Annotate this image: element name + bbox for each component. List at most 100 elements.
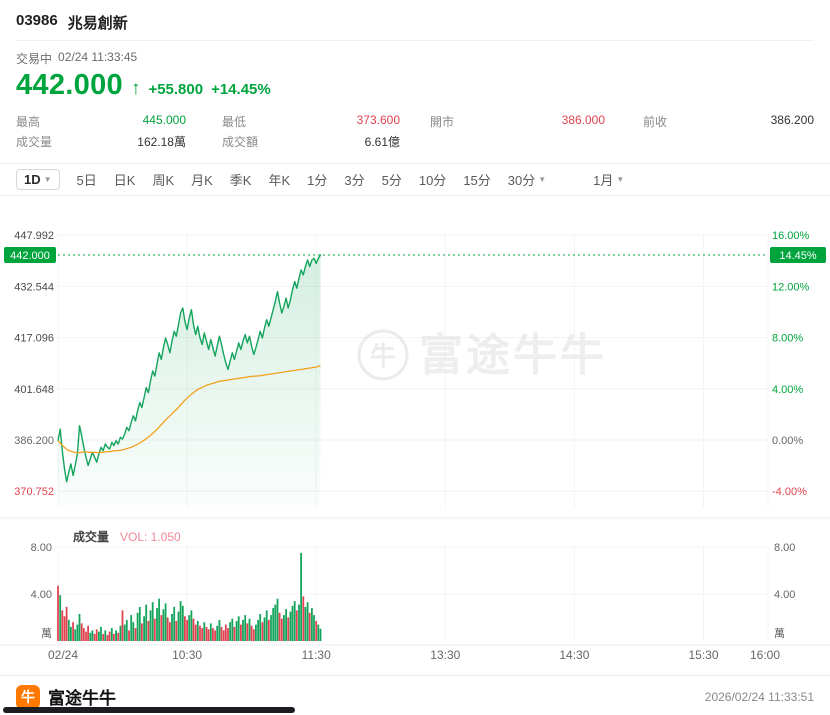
volume-value: VOL: 1.050 xyxy=(120,530,181,544)
svg-text:432.544: 432.544 xyxy=(14,281,54,293)
stat-value: 386.000 xyxy=(561,112,605,127)
tab-1分[interactable]: 1分 xyxy=(307,170,327,189)
svg-text:8.00%: 8.00% xyxy=(772,333,803,345)
stats-grid: 最高 445.000 最低 373.600 開市 386.000 前收 386.200 成交量 1… xyxy=(16,111,814,157)
stock-name: 兆易創新 xyxy=(67,15,128,32)
tab-年K[interactable]: 年K xyxy=(268,170,290,189)
tab-5分[interactable]: 5分 xyxy=(382,170,402,189)
svg-text:401.648: 401.648 xyxy=(14,384,54,396)
stock-title: 03986 兆易創新 xyxy=(16,12,814,41)
tab-季K[interactable]: 季K xyxy=(230,170,252,189)
change-value: +55.800 xyxy=(148,81,204,98)
stat-label: 前收 xyxy=(643,114,668,129)
svg-text:442.000: 442.000 xyxy=(10,250,50,262)
tab-label: 5分 xyxy=(381,173,402,188)
tab-label: 日K xyxy=(113,173,136,188)
chart-area[interactable]: 牛富途牛牛 447.992 16.00% 442.000 14.45% 432.544 12… xyxy=(0,208,830,663)
tab-label: 30分 xyxy=(507,173,536,188)
time-axis-label: 15:30 xyxy=(688,648,718,662)
tab-label: 季K xyxy=(229,173,252,188)
volume-label: 成交量 xyxy=(73,529,109,544)
footer-divider xyxy=(0,675,830,676)
tab-label: 5日 xyxy=(76,173,97,188)
time-axis-label: 10:30 xyxy=(172,648,202,662)
change-percent: +14.45% xyxy=(211,81,271,98)
percent-badge xyxy=(770,247,826,263)
stock-header: 03986 兆易創新 交易中 02/24 11:33:45 442.000 ↑ … xyxy=(0,0,830,157)
svg-text:386.200: 386.200 xyxy=(14,435,54,447)
stat-最低: 最低 373.600 xyxy=(222,113,430,130)
stats-row: 成交量 162.18萬 成交額 6.61億 xyxy=(16,131,814,151)
time-axis-label: 16:00 xyxy=(750,648,780,662)
tab-30分[interactable]: 30分 ▼ xyxy=(508,170,546,189)
stat-開市: 開市 386.000 xyxy=(430,113,643,130)
trading-status: 交易中 02/24 11:33:45 xyxy=(16,50,814,67)
chevron-down-icon: ▼ xyxy=(43,174,52,184)
stat-value: 386.200 xyxy=(770,112,814,127)
svg-text:0.00%: 0.00% xyxy=(772,435,803,447)
current-price: 442.000 xyxy=(16,69,123,101)
svg-text:萬: 萬 xyxy=(774,627,785,640)
tab-5日[interactable]: 5日 xyxy=(77,170,97,189)
tab-1月[interactable]: 1月 ▼ xyxy=(593,170,624,189)
tab-label: 周K xyxy=(152,173,175,188)
tab-月K[interactable]: 月K xyxy=(191,170,213,189)
footer-timestamp: 2026/02/24 11:33:51 xyxy=(704,689,814,704)
futu-logo-icon: 牛 xyxy=(16,684,40,709)
stat-label: 成交量 xyxy=(16,134,53,149)
svg-text:萬: 萬 xyxy=(41,627,52,640)
stat-最高: 最高 445.000 xyxy=(16,113,222,130)
svg-text:-4.00%: -4.00% xyxy=(772,486,807,498)
chevron-down-icon: ▼ xyxy=(616,174,625,184)
svg-text:富途牛牛: 富途牛牛 xyxy=(419,331,607,380)
tab-15分[interactable]: 15分 xyxy=(463,170,490,189)
svg-text:8.00: 8.00 xyxy=(774,542,795,554)
stat-label: 開市 xyxy=(430,114,455,129)
tab-10分[interactable]: 10分 xyxy=(419,170,446,189)
svg-text:4.00%: 4.00% xyxy=(772,384,803,396)
time-axis-label: 02/24 xyxy=(48,648,78,662)
tab-周K[interactable]: 周K xyxy=(152,170,174,189)
stat-前收: 前收 386.200 xyxy=(643,113,814,130)
status-text: 交易中 xyxy=(16,52,53,66)
price-area-fill xyxy=(58,255,321,505)
tab-label: 15分 xyxy=(463,173,491,188)
svg-text:16.00%: 16.00% xyxy=(772,230,810,242)
footer: 牛 富途牛牛 2026/02/24 11:33:51 xyxy=(0,676,830,709)
brand-name: 富途牛牛 xyxy=(48,689,116,708)
stat-成交量: 成交量 162.18萬 xyxy=(16,133,222,150)
svg-text:417.096: 417.096 xyxy=(14,333,54,345)
price-row: 442.000 ↑ +55.800 +14.45% xyxy=(16,69,814,107)
tab-label: 月K xyxy=(191,173,213,188)
stat-label: 最高 xyxy=(16,114,41,129)
time-axis-label: 14:30 xyxy=(559,648,589,662)
status-time: 02/24 11:33:45 xyxy=(58,50,138,64)
watermark: 牛富途牛牛 xyxy=(357,329,607,381)
stat-成交額: 成交額 6.61億 xyxy=(222,133,430,150)
tab-label: 10分 xyxy=(418,173,447,188)
stats-row: 最高 445.000 最低 373.600 開市 386.000 前收 386.200 xyxy=(16,111,814,131)
stat-label: 最低 xyxy=(222,114,247,129)
svg-text:370.752: 370.752 xyxy=(14,486,54,498)
timeframe-tabbar: 1D ▼ 5日 日K 周K 月K 季K 年K 1分 3分 5分 10分 15分 30分 ▼ 1月 ▼ xyxy=(0,163,830,196)
tab-label: 1D xyxy=(24,172,41,187)
avg-price-line xyxy=(57,365,321,454)
tab-label: 3分 xyxy=(344,173,365,188)
svg-text:4.00: 4.00 xyxy=(774,589,795,601)
stock-code: 03986 xyxy=(16,12,58,29)
volume-bars xyxy=(57,552,322,642)
intraday-chart[interactable]: 牛富途牛牛 447.992 16.00% 442.000 14.45% 432.544 12… xyxy=(0,208,830,663)
time-axis-label: 11:30 xyxy=(302,648,331,662)
chevron-down-icon: ▼ xyxy=(538,174,547,184)
tab-日K[interactable]: 日K xyxy=(114,170,136,189)
time-axis-label: 13:30 xyxy=(430,648,460,662)
tab-3分[interactable]: 3分 xyxy=(344,170,364,189)
svg-text:牛: 牛 xyxy=(370,341,396,371)
svg-text:447.992: 447.992 xyxy=(14,230,54,242)
tab-label: 年K xyxy=(268,173,291,188)
stat-value: 162.18萬 xyxy=(137,134,186,149)
svg-text:14.45%: 14.45% xyxy=(779,250,817,262)
svg-text:8.00: 8.00 xyxy=(31,542,52,554)
tab-1D[interactable]: 1D ▼ xyxy=(16,169,60,190)
stat-value: 6.61億 xyxy=(364,134,400,149)
